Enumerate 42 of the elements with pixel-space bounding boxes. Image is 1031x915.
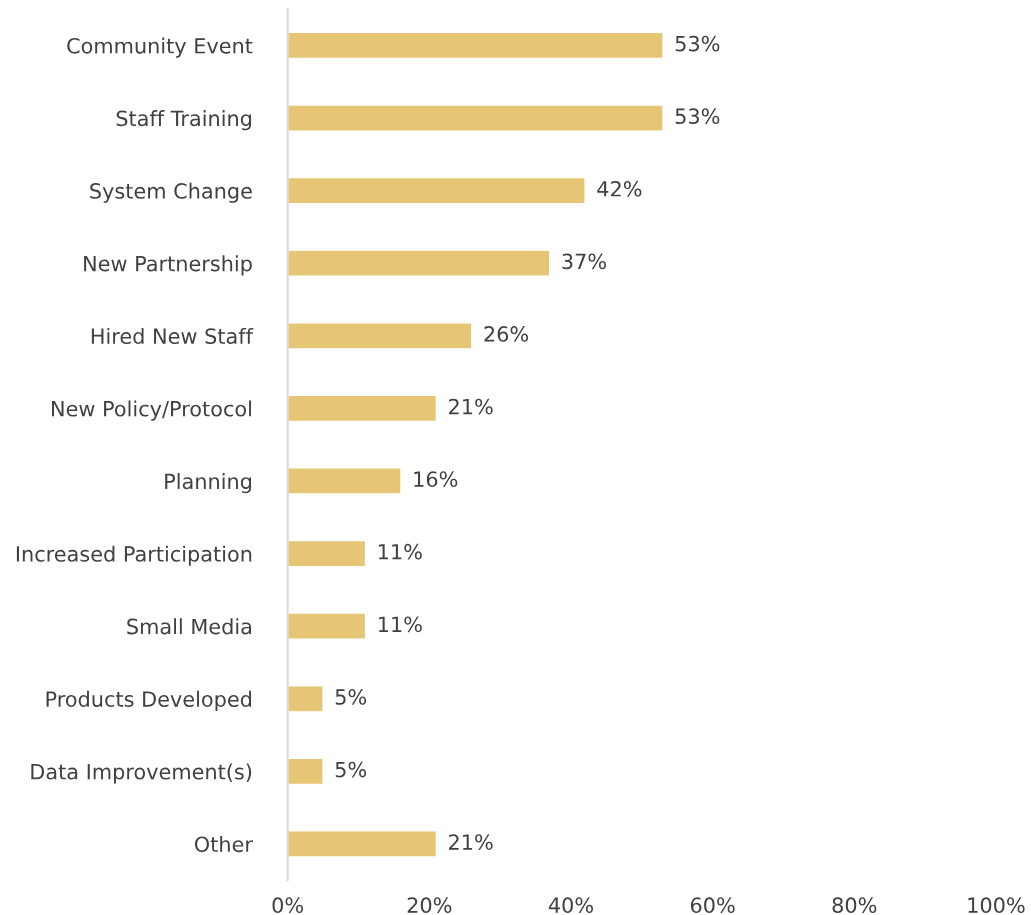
y-tick-label: Staff Training <box>116 110 252 131</box>
bar <box>287 31 664 60</box>
y-tick-label: Small Media <box>127 618 252 635</box>
y-tick-label: New Policy/Protocol <box>52 400 251 421</box>
x-tick-label: 40% <box>548 897 593 914</box>
y-tick-label: Data Improvement(s) <box>31 763 252 784</box>
data-label: 53% <box>675 108 720 125</box>
bar <box>287 104 664 132</box>
data-label: 5% <box>335 689 367 705</box>
y-tick-label: Planning <box>165 473 252 494</box>
bar <box>287 612 367 640</box>
data-label: 16% <box>414 471 458 488</box>
bar <box>287 539 367 568</box>
bar <box>287 176 586 205</box>
data-label: 21% <box>449 834 493 850</box>
data-label: 42% <box>597 180 642 197</box>
data-label: 21% <box>449 398 493 415</box>
data-label: 53% <box>675 35 720 52</box>
bar <box>287 249 551 277</box>
bar <box>287 684 324 713</box>
y-tick-label: Community Event <box>67 37 253 58</box>
data-label: 26% <box>484 326 529 342</box>
y-tick-label: System Change <box>90 182 252 203</box>
bar <box>287 322 473 350</box>
y-tick-label: Other <box>194 836 253 853</box>
x-tick-label: 100% <box>968 897 1025 914</box>
x-tick-label: 60% <box>690 897 735 914</box>
data-label: 37% <box>562 253 606 270</box>
y-tick-label: Products Developed <box>46 690 252 711</box>
y-tick-label: Increased Participation <box>16 545 252 566</box>
y-tick-label: Hired New Staff <box>91 327 254 345</box>
data-label: 11% <box>378 543 422 560</box>
x-tick-label: 0% <box>272 897 304 914</box>
bar <box>287 757 324 786</box>
data-label: 11% <box>378 616 422 633</box>
y-tick-label: New Partnership <box>84 255 252 276</box>
x-tick-label: 80% <box>832 897 877 914</box>
x-tick-label: 20% <box>407 897 452 914</box>
bar <box>287 830 438 858</box>
bar <box>287 394 438 423</box>
bar <box>287 467 402 495</box>
data-label: 5% <box>335 761 367 778</box>
